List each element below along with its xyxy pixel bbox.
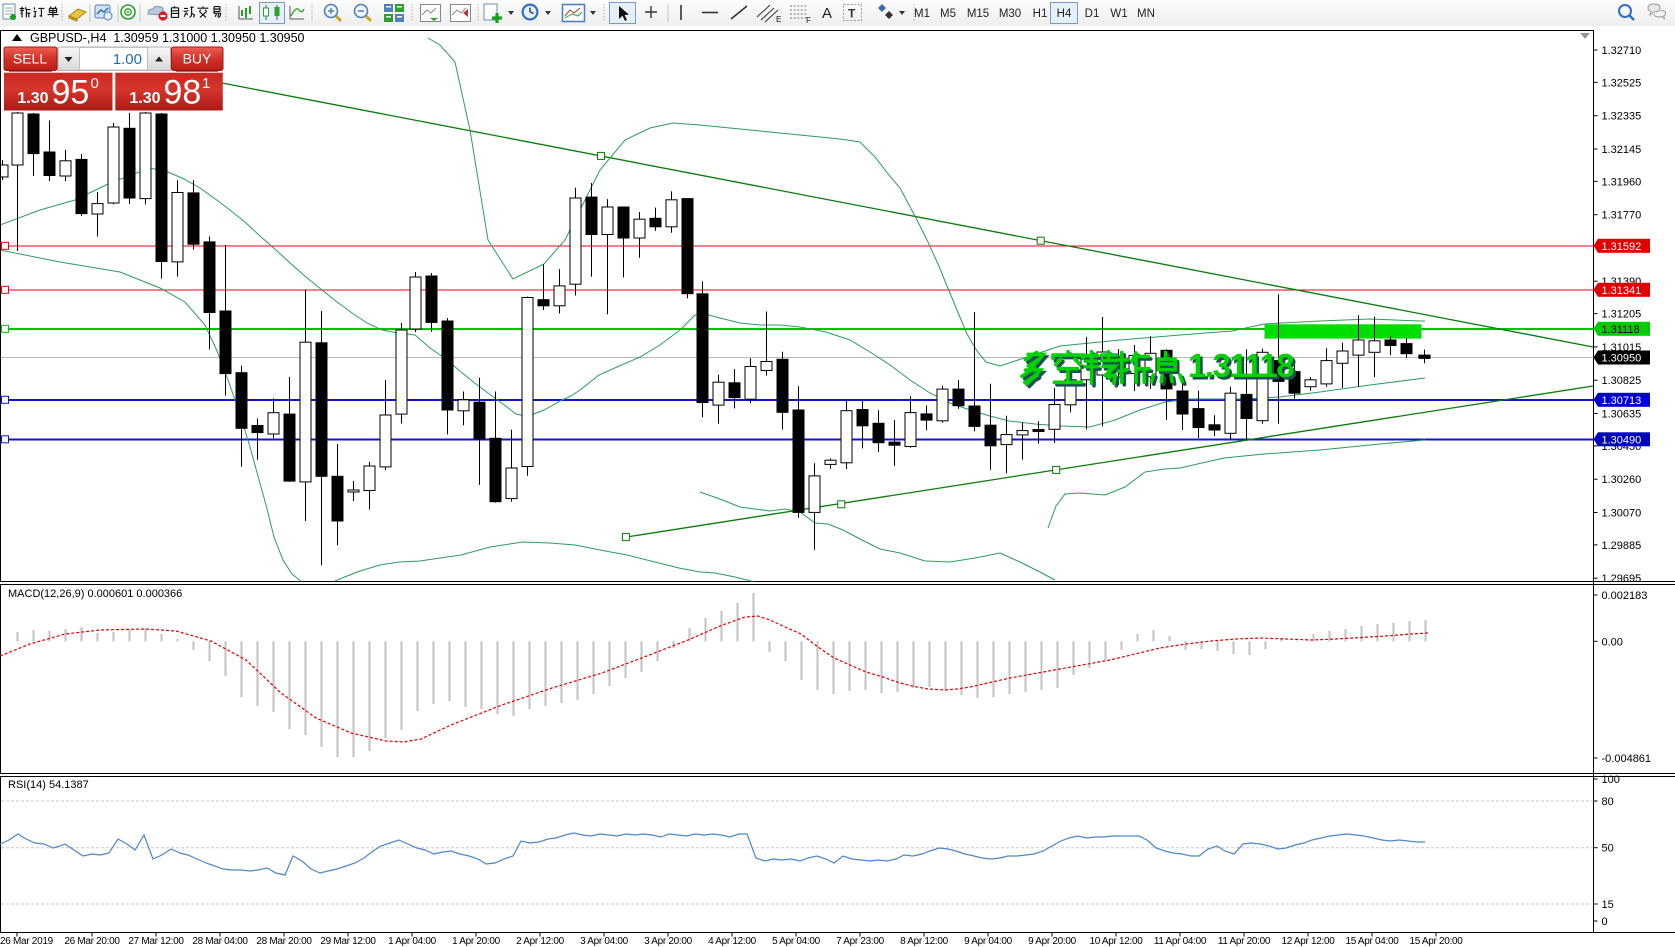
- svg-text:H4: H4: [1057, 8, 1072, 20]
- svg-text:1.32525: 1.32525: [1602, 77, 1642, 89]
- svg-text:MACD(12,26,9) 0.000601 0.00036: MACD(12,26,9) 0.000601 0.000366: [8, 588, 182, 600]
- svg-text:3 Apr 20:00: 3 Apr 20:00: [644, 936, 693, 947]
- svg-text:1.31118: 1.31118: [1188, 347, 1294, 384]
- svg-text:H1: H1: [1033, 8, 1048, 20]
- svg-text:11 Apr 04:00: 11 Apr 04:00: [1154, 936, 1207, 947]
- svg-text:RSI(14) 54.1387: RSI(14) 54.1387: [8, 779, 89, 791]
- svg-text:W1: W1: [1110, 8, 1127, 20]
- svg-text:1.30070: 1.30070: [1602, 508, 1642, 520]
- svg-text:11 Apr 20:00: 11 Apr 20:00: [1218, 936, 1271, 947]
- svg-text:1.32145: 1.32145: [1602, 144, 1642, 156]
- svg-text:1.31341: 1.31341: [1602, 285, 1642, 297]
- svg-text:26 Mar 2019: 26 Mar 2019: [0, 936, 54, 947]
- svg-text:1.30260: 1.30260: [1602, 474, 1642, 486]
- svg-text:SELL: SELL: [13, 51, 47, 67]
- svg-text:GBPUSD-,H4 1.30959 1.31000 1.: GBPUSD-,H4 1.30959 1.31000 1.30950 1.309…: [30, 31, 305, 45]
- svg-text:2 Apr 12:00: 2 Apr 12:00: [516, 936, 565, 947]
- svg-text:1.29885: 1.29885: [1602, 540, 1642, 552]
- svg-text:A: A: [822, 5, 832, 22]
- svg-text:1.32335: 1.32335: [1602, 111, 1642, 123]
- svg-text:M30: M30: [999, 8, 1021, 20]
- svg-text:1.30713: 1.30713: [1602, 395, 1642, 407]
- svg-text:MN: MN: [1137, 8, 1155, 20]
- svg-text:1.31592: 1.31592: [1602, 241, 1642, 253]
- svg-text:1.31118: 1.31118: [1602, 324, 1640, 336]
- svg-text:80: 80: [1602, 796, 1614, 808]
- svg-text:1.30: 1.30: [129, 90, 160, 107]
- svg-text:1 Apr 04:00: 1 Apr 04:00: [388, 936, 437, 947]
- svg-text:1.00: 1.00: [113, 51, 142, 68]
- svg-text:50: 50: [1602, 843, 1614, 855]
- svg-text:9 Apr 04:00: 9 Apr 04:00: [964, 936, 1013, 947]
- svg-text:BUY: BUY: [183, 51, 212, 67]
- svg-text:-0.004861: -0.004861: [1602, 753, 1652, 765]
- svg-text:5 Apr 04:00: 5 Apr 04:00: [772, 936, 821, 947]
- svg-text:0: 0: [1602, 916, 1608, 928]
- svg-text:1.29695: 1.29695: [1602, 573, 1642, 585]
- svg-text:1.31205: 1.31205: [1602, 309, 1642, 321]
- svg-text:0.002183: 0.002183: [1602, 590, 1648, 602]
- svg-text:12 Apr 12:00: 12 Apr 12:00: [1281, 936, 1335, 947]
- svg-text:8 Apr 12:00: 8 Apr 12:00: [900, 936, 949, 947]
- svg-text:28 Mar 20:00: 28 Mar 20:00: [256, 936, 312, 947]
- svg-text:1.30635: 1.30635: [1602, 409, 1642, 421]
- svg-text:M15: M15: [967, 8, 989, 20]
- svg-text:F: F: [806, 16, 811, 25]
- svg-text:7 Apr 23:00: 7 Apr 23:00: [836, 936, 885, 947]
- svg-text:1.30: 1.30: [17, 90, 48, 107]
- svg-text:98: 98: [164, 74, 202, 112]
- svg-text:1.32710: 1.32710: [1602, 45, 1642, 57]
- svg-text:D1: D1: [1085, 8, 1100, 20]
- svg-text:1.31118: 1.31118: [1191, 350, 1297, 387]
- svg-text:1.30825: 1.30825: [1602, 375, 1642, 387]
- svg-text:9 Apr 20:00: 9 Apr 20:00: [1028, 936, 1077, 947]
- svg-text:15 Apr 20:00: 15 Apr 20:00: [1409, 936, 1463, 947]
- svg-text:29 Mar 12:00: 29 Mar 12:00: [320, 936, 376, 947]
- svg-text:0.00: 0.00: [1602, 636, 1623, 648]
- svg-text:1.30490: 1.30490: [1602, 434, 1642, 446]
- svg-text:15 Apr 04:00: 15 Apr 04:00: [1345, 936, 1399, 947]
- svg-text:15: 15: [1602, 899, 1614, 911]
- svg-text:27 Mar 12:00: 27 Mar 12:00: [128, 936, 184, 947]
- svg-text:0: 0: [91, 75, 99, 92]
- svg-text:1.31770: 1.31770: [1602, 210, 1642, 222]
- svg-text:95: 95: [52, 74, 90, 112]
- svg-text:100: 100: [1602, 774, 1620, 786]
- svg-text:26 Mar 20:00: 26 Mar 20:00: [64, 936, 120, 947]
- svg-text:T: T: [848, 7, 856, 21]
- svg-text:1: 1: [202, 75, 210, 92]
- svg-text:M5: M5: [940, 8, 956, 20]
- svg-text:E: E: [776, 15, 781, 24]
- svg-text:4 Apr 12:00: 4 Apr 12:00: [708, 936, 757, 947]
- svg-text:10 Apr 12:00: 10 Apr 12:00: [1089, 936, 1143, 947]
- svg-text:M1: M1: [914, 8, 930, 20]
- svg-text:1.31960: 1.31960: [1602, 176, 1642, 188]
- svg-text:3 Apr 04:00: 3 Apr 04:00: [580, 936, 629, 947]
- svg-text:1 Apr 20:00: 1 Apr 20:00: [452, 936, 501, 947]
- svg-text:28 Mar 04:00: 28 Mar 04:00: [192, 936, 248, 947]
- svg-text:1.30950: 1.30950: [1602, 353, 1642, 365]
